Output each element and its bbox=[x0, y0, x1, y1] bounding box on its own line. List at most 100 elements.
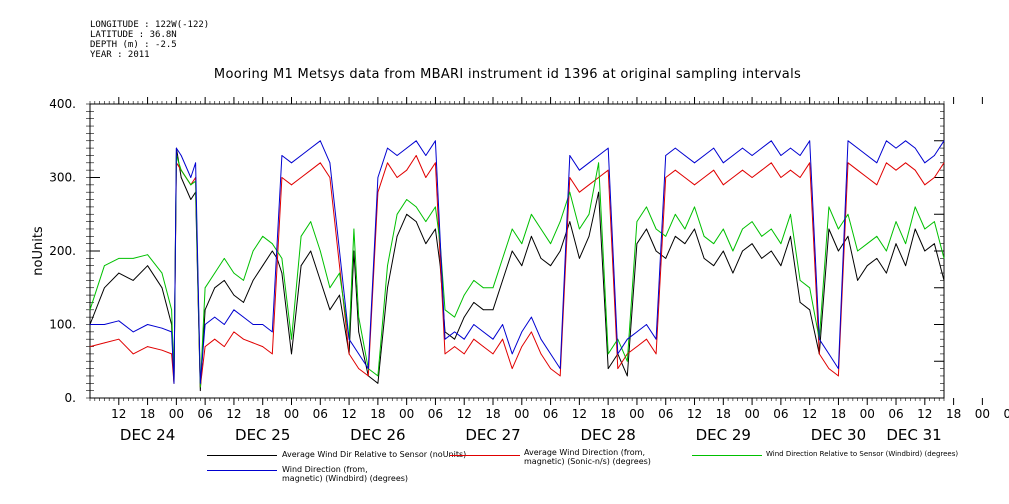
series-2-point bbox=[473, 280, 475, 281]
series-2-point bbox=[559, 221, 561, 223]
series-0-point bbox=[435, 228, 436, 230]
series-2-point bbox=[118, 257, 120, 259]
series-1-point bbox=[463, 353, 465, 355]
series-0-point bbox=[770, 250, 772, 252]
series-2-point bbox=[483, 287, 484, 289]
x-day-label: DEC 28 bbox=[580, 426, 635, 444]
series-0-point bbox=[540, 257, 542, 259]
series-2-point bbox=[291, 338, 292, 340]
series-2-point bbox=[190, 184, 192, 186]
series-1-point bbox=[132, 353, 134, 355]
series-3-point bbox=[770, 140, 772, 142]
series-1-point bbox=[171, 353, 172, 355]
series-0-point bbox=[684, 243, 686, 245]
series-2-point bbox=[161, 272, 163, 274]
series-0-point bbox=[103, 287, 105, 289]
series-0-point bbox=[180, 177, 182, 178]
series-2-point bbox=[492, 287, 494, 289]
series-1-point bbox=[348, 353, 350, 355]
y-axis-label: noUnits bbox=[31, 226, 46, 276]
series-3-point bbox=[636, 331, 638, 333]
series-1-point bbox=[617, 368, 619, 369]
series-3-point bbox=[905, 140, 907, 142]
series-0-point bbox=[799, 302, 801, 303]
series-0-point bbox=[502, 280, 504, 281]
series-3-point bbox=[617, 353, 619, 355]
series-2-point bbox=[377, 375, 379, 377]
series-line-0 bbox=[89, 147, 945, 392]
series-2-point bbox=[387, 265, 388, 267]
series-1-point bbox=[943, 162, 945, 164]
x-hour-tick-label: 18 bbox=[601, 407, 616, 421]
series-1-point bbox=[857, 169, 859, 171]
x-hour-tick-label: 06 bbox=[658, 407, 673, 421]
longitude-label: LONGITUDE : 122W(-122) bbox=[90, 20, 210, 30]
series-3-point bbox=[559, 368, 561, 369]
series-0-point bbox=[271, 250, 273, 252]
legend-label-0: Average Wind Dir Relative to Sensor (noU… bbox=[282, 450, 467, 459]
series-2-point bbox=[886, 250, 887, 252]
series-0-point bbox=[339, 294, 340, 296]
series-line-3 bbox=[90, 140, 945, 384]
series-3-point bbox=[646, 324, 647, 325]
series-1-point bbox=[425, 177, 427, 178]
series-0-point bbox=[396, 235, 398, 237]
series-3-point bbox=[540, 338, 542, 340]
series-1-point bbox=[444, 353, 446, 355]
series-2-point bbox=[444, 309, 446, 311]
series-3-point bbox=[387, 147, 388, 149]
series-1-point bbox=[530, 331, 532, 333]
series-3-point bbox=[934, 155, 935, 156]
chart-title: Mooring M1 Metsys data from MBARI instru… bbox=[213, 67, 802, 82]
series-2-point bbox=[857, 250, 859, 252]
series-3-point bbox=[914, 147, 916, 149]
series-2-point bbox=[214, 272, 216, 274]
x-hour-tick-label: 18 bbox=[370, 407, 385, 421]
x-hour-tick-label: 18 bbox=[255, 407, 270, 421]
series-1-point bbox=[89, 346, 91, 347]
series-1-point bbox=[329, 177, 331, 178]
series-0-point bbox=[742, 250, 743, 252]
series-1-point bbox=[243, 338, 244, 340]
series-2-point bbox=[790, 213, 791, 215]
series-0-point bbox=[578, 257, 580, 259]
series-0-point bbox=[722, 250, 724, 252]
series-3-point bbox=[329, 162, 331, 164]
x-hour-tick-label: 00 bbox=[169, 407, 184, 421]
series-0-point bbox=[530, 235, 532, 237]
x-hour-tick-label: 00 bbox=[975, 407, 990, 421]
series-0-point bbox=[780, 265, 782, 267]
series-2-point bbox=[358, 316, 360, 318]
series-0-point bbox=[636, 243, 638, 245]
series-0-point bbox=[934, 243, 935, 245]
series-0-point bbox=[886, 272, 887, 274]
series-2-point bbox=[180, 169, 182, 171]
series-0-point bbox=[694, 228, 695, 230]
series-2-point bbox=[252, 250, 254, 252]
y-tick-label: 100. bbox=[49, 318, 76, 332]
x-hour-tick-label: 06 bbox=[313, 407, 328, 421]
series-3-point bbox=[732, 155, 734, 156]
series-2-point bbox=[223, 257, 225, 259]
series-2-point bbox=[300, 235, 302, 237]
series-0-point bbox=[199, 390, 201, 392]
x-hour-tick-label: 12 bbox=[341, 407, 356, 421]
series-0-point bbox=[161, 287, 163, 289]
series-0-point bbox=[243, 302, 244, 303]
series-0-point bbox=[387, 287, 388, 289]
series-1-point bbox=[252, 342, 254, 344]
series-2-point bbox=[271, 243, 273, 245]
series-2-point bbox=[895, 221, 897, 223]
series-3-point bbox=[310, 147, 312, 149]
series-2-point bbox=[751, 221, 753, 223]
series-2-point bbox=[924, 228, 926, 230]
series-1-point bbox=[895, 169, 897, 171]
series-1-point bbox=[262, 346, 264, 347]
series-2-point bbox=[521, 243, 523, 245]
series-3-point bbox=[147, 324, 148, 325]
series-2-point bbox=[636, 221, 638, 223]
series-2-point bbox=[396, 213, 398, 215]
series-1-point bbox=[924, 184, 926, 186]
legend-label-3: Wind Direction (from, magnetic) (Windbir… bbox=[282, 465, 409, 483]
